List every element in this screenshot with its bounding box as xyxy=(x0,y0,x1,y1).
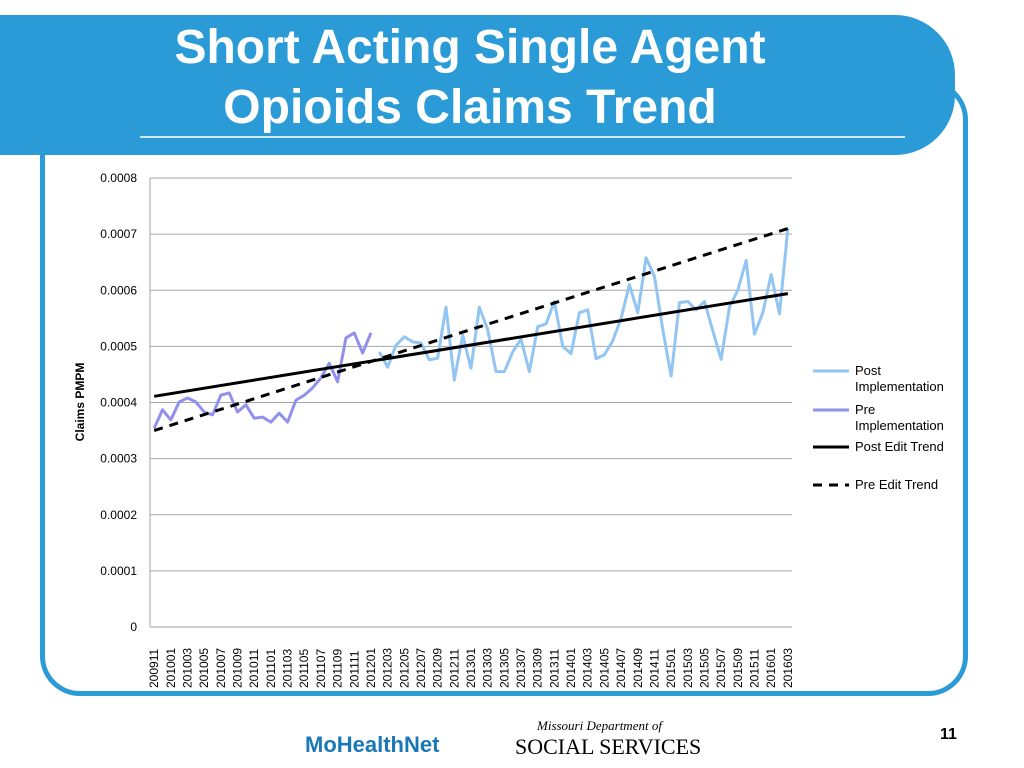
x-tick-label: 201509 xyxy=(731,648,745,688)
x-tick-label: 201511 xyxy=(747,649,761,688)
x-tick-label: 201001 xyxy=(164,648,178,688)
x-tick-label: 201501 xyxy=(664,648,678,688)
legend-label: Post Edit Trend xyxy=(855,439,944,454)
legend-label: Pre Implementation xyxy=(855,402,944,433)
x-tick-label: 201011 xyxy=(247,649,261,688)
y-tick-label: 0 xyxy=(130,620,137,634)
x-tick-label: 201401 xyxy=(564,648,578,688)
x-tick-label: 201109 xyxy=(331,649,345,688)
y-tick-label: 0.0005 xyxy=(100,339,137,353)
y-tick-label: 0.0003 xyxy=(100,452,137,466)
x-tick-label: 201103 xyxy=(281,649,295,688)
slide-title: Short Acting Single Agent Opioids Claims… xyxy=(174,21,766,134)
y-tick-label: 0.0006 xyxy=(100,283,137,297)
x-tick-label: 201601 xyxy=(764,648,778,688)
x-tick-label: 201205 xyxy=(397,648,411,688)
x-tick-label: 201003 xyxy=(181,648,195,688)
y-tick-label: 0.0008 xyxy=(100,171,137,185)
x-tick-label: 201209 xyxy=(431,648,445,688)
title-divider xyxy=(140,136,905,138)
x-tick-label: 201201 xyxy=(364,648,378,688)
x-tick-label: 201507 xyxy=(714,648,728,688)
x-tick-label: 201311 xyxy=(547,649,561,688)
y-tick-label: 0.0007 xyxy=(100,227,137,241)
x-tick-label: 200911 xyxy=(147,649,161,688)
x-tick-label: 201111 xyxy=(347,650,361,688)
x-tick-label: 201307 xyxy=(514,648,528,688)
x-tick-label: 201107 xyxy=(314,649,328,688)
content-frame xyxy=(40,80,968,696)
page-number: 11 xyxy=(940,726,957,743)
x-tick-label: 201405 xyxy=(597,648,611,688)
x-tick-label: 201503 xyxy=(681,648,695,688)
x-tick-label: 201207 xyxy=(414,648,428,688)
x-tick-label: 201303 xyxy=(481,648,495,688)
y-axis-label: Claims PMPM xyxy=(73,363,87,442)
dss-logo: Missouri Department of SOCIAL SERVICES xyxy=(515,718,702,759)
legend-label: Post Implementation xyxy=(855,363,944,394)
x-tick-label: 201407 xyxy=(614,648,628,688)
y-tick-label: 0.0004 xyxy=(100,396,137,410)
legend-label: Pre Edit Trend xyxy=(855,477,939,492)
x-tick-label: 201211 xyxy=(447,649,461,688)
series-line-pre-implementation xyxy=(152,331,373,429)
series-line-post-implementation xyxy=(377,228,790,382)
x-tick-label: 201409 xyxy=(631,648,645,688)
mohealthnet-logo: MoHealthNet xyxy=(305,732,440,757)
x-tick-label: 201505 xyxy=(697,648,711,688)
y-tick-label: 0.0001 xyxy=(100,564,137,578)
x-tick-label: 201411 xyxy=(647,649,661,688)
series-line-post-edit-trend xyxy=(153,292,789,398)
title-banner xyxy=(0,15,955,155)
x-tick-label: 201203 xyxy=(381,648,395,688)
x-tick-label: 201305 xyxy=(497,648,511,688)
x-tick-label: 201009 xyxy=(231,648,245,688)
x-tick-label: 201007 xyxy=(214,648,228,688)
x-tick-label: 201301 xyxy=(464,648,478,688)
x-tick-label: 201101 xyxy=(264,649,278,688)
x-tick-label: 201603 xyxy=(781,648,795,688)
x-tick-label: 201403 xyxy=(581,648,595,688)
x-tick-label: 201105 xyxy=(297,649,311,688)
x-tick-label: 201309 xyxy=(531,648,545,688)
series-line-pre-edit-trend xyxy=(153,227,789,432)
x-tick-label: 201005 xyxy=(197,648,211,688)
y-tick-label: 0.0002 xyxy=(100,508,137,522)
